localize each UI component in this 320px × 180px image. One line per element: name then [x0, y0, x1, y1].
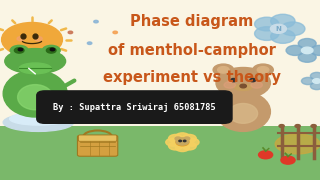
Ellipse shape [216, 92, 270, 131]
FancyArrowPatch shape [60, 81, 74, 89]
Circle shape [271, 30, 295, 43]
Ellipse shape [229, 103, 258, 123]
Circle shape [310, 72, 320, 80]
Circle shape [281, 156, 295, 164]
Text: Phase diagram: Phase diagram [130, 14, 254, 29]
Ellipse shape [18, 85, 53, 110]
Ellipse shape [234, 84, 252, 90]
Circle shape [14, 48, 24, 53]
Circle shape [87, 42, 92, 44]
Circle shape [270, 24, 286, 33]
Circle shape [42, 45, 60, 55]
Text: experiment vs theory: experiment vs theory [103, 70, 281, 85]
Circle shape [250, 78, 256, 82]
Circle shape [286, 45, 304, 55]
FancyBboxPatch shape [77, 135, 118, 156]
Circle shape [176, 139, 189, 146]
Circle shape [216, 68, 270, 98]
Ellipse shape [3, 70, 67, 117]
Circle shape [175, 137, 181, 140]
Circle shape [35, 37, 42, 41]
Circle shape [175, 133, 189, 141]
FancyBboxPatch shape [78, 135, 117, 141]
Circle shape [255, 27, 279, 40]
Circle shape [259, 151, 273, 159]
Circle shape [251, 82, 262, 88]
Circle shape [319, 77, 320, 85]
Circle shape [2, 22, 62, 57]
Circle shape [295, 125, 300, 127]
Circle shape [298, 52, 316, 62]
Circle shape [94, 20, 98, 23]
Circle shape [310, 45, 320, 55]
Circle shape [213, 64, 234, 76]
Circle shape [310, 82, 320, 90]
Circle shape [240, 84, 246, 88]
Text: By : Supattra Sriwiraj 65081785: By : Supattra Sriwiraj 65081785 [53, 103, 216, 112]
Circle shape [281, 22, 305, 36]
Circle shape [313, 79, 320, 83]
Circle shape [271, 14, 295, 28]
Circle shape [182, 134, 196, 142]
Circle shape [18, 48, 23, 51]
Circle shape [169, 142, 183, 150]
Circle shape [50, 48, 55, 51]
Circle shape [253, 64, 273, 76]
Ellipse shape [10, 112, 67, 125]
Circle shape [46, 48, 56, 53]
Circle shape [228, 80, 233, 82]
Circle shape [301, 77, 314, 85]
Text: N: N [276, 26, 281, 32]
FancyBboxPatch shape [0, 126, 320, 180]
Circle shape [182, 142, 196, 150]
FancyBboxPatch shape [37, 91, 232, 123]
Circle shape [68, 31, 73, 34]
Circle shape [176, 138, 189, 145]
Circle shape [17, 37, 25, 41]
Ellipse shape [3, 113, 74, 131]
Circle shape [169, 134, 183, 142]
Ellipse shape [275, 134, 320, 154]
Ellipse shape [19, 63, 51, 74]
Ellipse shape [5, 49, 66, 74]
Circle shape [298, 39, 316, 49]
Circle shape [231, 78, 236, 82]
Text: of menthol-camphor: of menthol-camphor [108, 43, 276, 58]
Circle shape [10, 45, 28, 55]
Circle shape [175, 144, 189, 152]
Circle shape [183, 140, 186, 142]
Circle shape [166, 138, 180, 146]
Circle shape [301, 47, 313, 54]
Circle shape [179, 140, 181, 142]
Circle shape [255, 17, 279, 31]
Circle shape [185, 138, 199, 146]
Circle shape [224, 82, 236, 88]
Circle shape [184, 137, 190, 140]
Circle shape [311, 125, 316, 127]
Circle shape [218, 67, 229, 73]
Circle shape [257, 67, 269, 73]
Circle shape [113, 31, 117, 34]
Circle shape [279, 125, 284, 127]
